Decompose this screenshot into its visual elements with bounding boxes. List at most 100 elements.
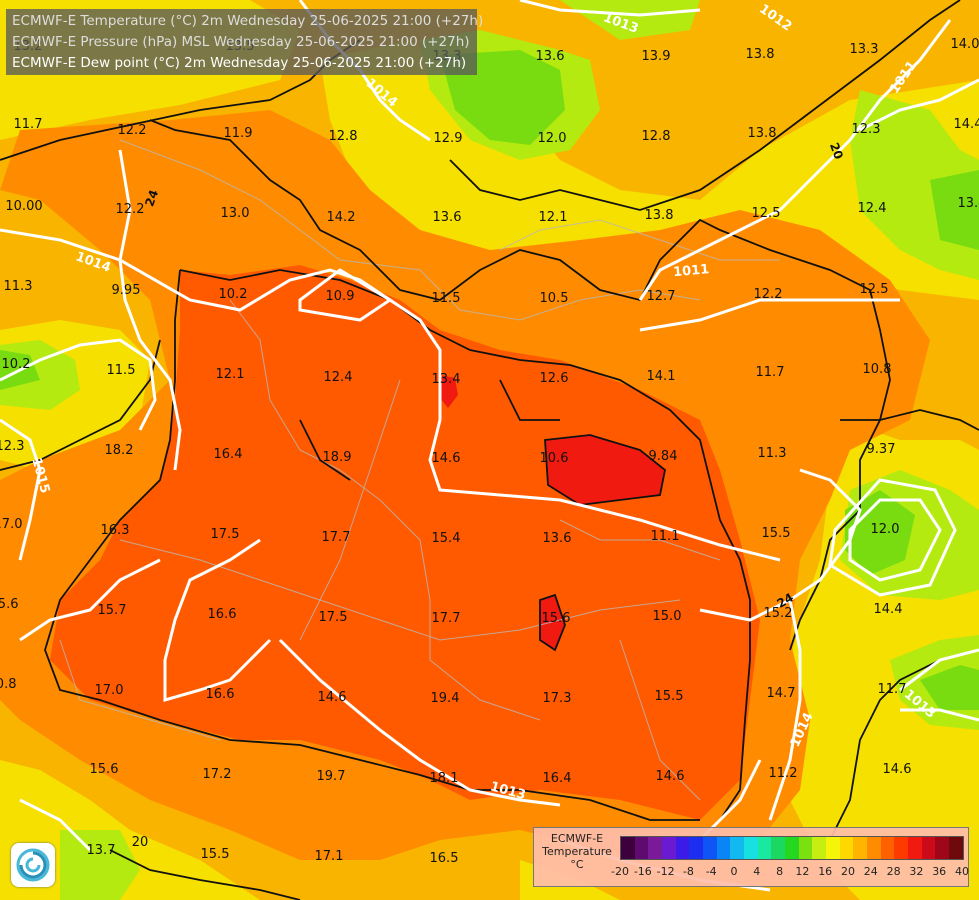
dewpoint-value: 9.37: [867, 442, 896, 457]
legend-swatch: [689, 837, 704, 859]
legend-tick-label: 40: [955, 865, 969, 878]
legend-tick-label: 32: [909, 865, 924, 878]
dewpoint-value: 13.8: [746, 47, 775, 62]
legend-tick-label: -4: [705, 865, 717, 878]
dewpoint-value: 15.6: [542, 611, 571, 626]
legend-swatch: [853, 837, 868, 859]
dewpoint-value: 12.3: [0, 439, 24, 454]
dewpoint-value: 10.2: [219, 287, 248, 302]
dewpoint-value: 17.1: [315, 849, 344, 864]
legend-tick-label: 8: [776, 865, 784, 878]
dewpoint-value: 14.4: [954, 117, 979, 132]
legend-swatch: [921, 837, 936, 859]
dewpoint-value: 17.0: [0, 517, 22, 532]
legend-tick-label: 20: [841, 865, 855, 878]
dewpoint-labels: 13.213.513.313.613.913.813.314.011.712.2…: [0, 37, 979, 866]
dewpoint-value: 14.6: [432, 451, 461, 466]
dewpoint-value: 14.2: [327, 210, 356, 225]
dewpoint-value: 16.6: [206, 687, 235, 702]
dewpoint-value: 12.6: [540, 371, 569, 386]
dewpoint-value: 15.2: [764, 606, 793, 621]
dewpoint-value: 12.5: [860, 282, 889, 297]
dewpoint-value: 11.9: [224, 126, 253, 141]
dewpoint-value: 12.4: [324, 370, 353, 385]
isobar-label: 1011: [673, 262, 710, 280]
dewpoint-value: 9.95: [112, 283, 141, 298]
dewpoint-value: 11.7: [14, 117, 43, 132]
dewpoint-value: 14.1: [647, 369, 676, 384]
dewpoint-value: 13.6: [433, 210, 462, 225]
isotherm-label: 20: [827, 141, 846, 161]
dewpoint-value: 17.2: [203, 767, 232, 782]
temperature-title: ECMWF-E Temperature (°C) 2m Wednesday 25…: [12, 13, 484, 29]
legend-swatch: [880, 837, 895, 859]
dewpoint-value: 15.0: [653, 609, 682, 624]
dewpoint-value: 15.5: [201, 847, 230, 862]
dewpoint-value: 17.7: [432, 611, 461, 626]
legend-swatch: [839, 837, 854, 859]
dewpoint-value: 13.0: [221, 206, 250, 221]
dewpoint-value: 11.3: [758, 446, 787, 461]
dewpoint-value: 10.8: [0, 677, 16, 692]
dewpoint-value: 11.7: [878, 682, 907, 697]
dewpoint-value: 19.7: [317, 769, 346, 784]
dewpoint-value: 14.0: [951, 37, 979, 52]
legend-tick-label: -16: [633, 865, 652, 878]
legend-swatch: [949, 837, 963, 859]
dewpoint-value: 12.9: [434, 131, 463, 146]
dewpoint-value: 11.5: [107, 363, 136, 378]
dewpoint-value: 15.4: [432, 531, 461, 546]
dewpoint-value: 12.1: [216, 367, 245, 382]
dewpoint-value: 14.6: [656, 769, 685, 784]
dewpoint-value: 17.5: [211, 527, 240, 542]
dewpoint-value: 16.3: [101, 523, 130, 538]
dewpoint-value: 13.4: [432, 372, 461, 387]
isotherm-label: 24: [142, 188, 161, 208]
dewpoint-value: 17.0: [95, 683, 124, 698]
dewpoint-value: 11.2: [769, 766, 798, 781]
legend-tick-label: 4: [753, 865, 761, 878]
dewpoint-value: 13.9: [642, 49, 671, 64]
legend-swatch: [812, 837, 827, 859]
dewpoint-value: 12.0: [538, 131, 567, 146]
legend-swatch: [757, 837, 772, 859]
dewpoint-value: 11.3: [4, 279, 33, 294]
dewpoint-value: 16.6: [208, 607, 237, 622]
dewpoint-value: 12.2: [118, 123, 147, 138]
legend-ticks: -20 -16 -12 -8 -4 0 4 8 12 16 20 24 28 32 36 40: [611, 865, 969, 881]
legend-title-unit: °C: [570, 858, 584, 871]
legend-tick-label: 16: [818, 865, 833, 878]
legend-swatch: [634, 837, 649, 859]
dewpoint-value: 13.3: [850, 42, 879, 57]
dewpoint-value: 14.4: [874, 602, 903, 617]
legend-tick-label: 0: [730, 865, 738, 878]
dewpoint-value: 19.4: [431, 691, 460, 706]
dewpoint-value: 12.3: [852, 122, 881, 137]
legend-swatch: [730, 837, 745, 859]
legend-colorbar: [620, 836, 964, 860]
dewpoint-value: 12.8: [642, 129, 671, 144]
dewpoint-value: 9.84: [649, 449, 678, 464]
dewpoint-value: 16.4: [543, 771, 572, 786]
dewpoint-value: 10.5: [540, 291, 569, 306]
legend-swatch: [798, 837, 813, 859]
dewpoint-value: 14.6: [318, 690, 347, 705]
legend-tick-label: -12: [656, 865, 675, 878]
dewpoint-value: 10.6: [540, 451, 569, 466]
legend-tick-label: 28: [886, 865, 901, 878]
dewpoint-value: 18.2: [105, 443, 134, 458]
dewpoint-value: 15.6: [90, 762, 119, 777]
legend-swatch: [716, 837, 731, 859]
dewpoint-value: 12.7: [647, 289, 676, 304]
dewpoint-value: 13.6: [536, 49, 565, 64]
map-header: ECMWF-E Temperature (°C) 2m Wednesday 25…: [6, 9, 484, 75]
dewpoint-value: 17.7: [322, 530, 351, 545]
dewpoint-value: 13.7: [87, 843, 116, 858]
dewpoint-value: 20: [132, 835, 149, 850]
dewpoint-value: 12.0: [871, 522, 900, 537]
legend-swatch: [867, 837, 881, 859]
dewpoint-value: 10.2: [2, 357, 31, 372]
dewpoint-value: 13.8: [748, 126, 777, 141]
